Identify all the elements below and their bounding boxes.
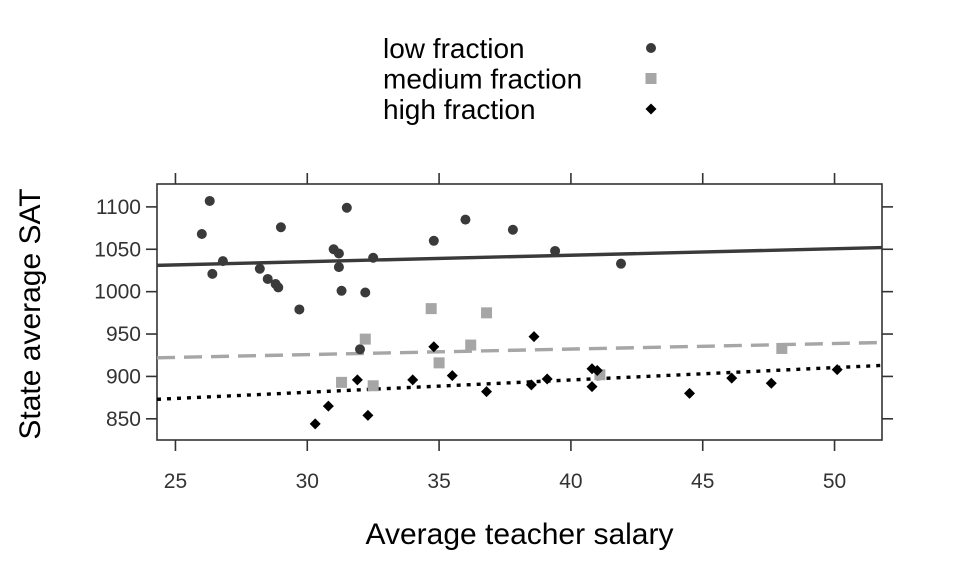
low-fraction-point <box>273 282 284 293</box>
medium-fraction-point <box>367 380 379 392</box>
x-tick-label: 35 <box>427 470 450 493</box>
high-fraction-point <box>541 373 553 385</box>
medium-fraction-point <box>336 376 348 388</box>
axis-ticks: 25 30 35 40 45 50 850 900 950 1000 1050 1100 <box>94 173 893 493</box>
legend-label-medium-fraction: medium fraction <box>383 64 582 95</box>
fit-lines <box>156 245 883 402</box>
low-fraction-point <box>333 248 344 259</box>
x-tick-label: 40 <box>559 470 582 493</box>
medium-fraction-point <box>776 342 788 354</box>
medium-fraction-point <box>425 303 437 315</box>
low-fraction-point <box>360 287 371 298</box>
low-fraction-point <box>262 273 273 284</box>
medium-fraction-point <box>433 357 445 369</box>
low-fraction-point <box>616 258 626 269</box>
low-fraction-point <box>460 214 471 225</box>
low-fraction-point <box>217 256 228 267</box>
high-fraction-point <box>428 341 440 353</box>
y-axis-title: State average SAT <box>14 188 47 439</box>
high-fraction-point <box>322 400 334 412</box>
high-fraction-point <box>481 386 493 398</box>
high-fraction-point <box>446 370 458 382</box>
low-fraction-point <box>294 304 305 315</box>
y-tick-label: 1000 <box>94 281 141 304</box>
legend-marker-low-fraction <box>646 43 656 53</box>
low-fraction-point <box>336 285 347 296</box>
medium-fraction-point <box>359 333 371 345</box>
medium-fraction-point <box>465 339 477 351</box>
plot-frame <box>156 183 883 441</box>
x-tick-label: 30 <box>296 470 319 493</box>
x-tick-label: 45 <box>691 470 714 493</box>
low-fraction-point <box>507 224 518 235</box>
high-fraction-point <box>525 379 537 391</box>
high-fraction-point <box>351 374 363 386</box>
high-fraction-point <box>362 409 374 421</box>
data-points <box>196 195 843 430</box>
high-fraction-fit-line <box>156 363 883 402</box>
low-fraction-point <box>196 229 207 240</box>
x-tick-label: 50 <box>823 470 846 493</box>
y-tick-label: 1100 <box>96 196 141 219</box>
x-tick-label: 25 <box>164 470 187 493</box>
legend-label-low-fraction: low fraction <box>383 33 525 64</box>
low-fraction-point <box>333 262 344 273</box>
low-fraction-point <box>254 263 265 274</box>
y-tick-label: 950 <box>106 323 141 346</box>
high-fraction-point <box>831 364 843 376</box>
high-fraction-point <box>726 372 738 384</box>
y-tick-label: 1050 <box>94 238 141 261</box>
legend-marker-high-fraction <box>645 103 657 115</box>
medium-fraction-point <box>481 307 493 319</box>
medium-fraction-point <box>594 369 606 381</box>
y-tick-label: 900 <box>106 365 141 388</box>
high-fraction-point <box>309 418 321 430</box>
low-fraction-fit-line <box>156 245 883 268</box>
high-fraction-point <box>586 381 598 393</box>
medium-fraction-fit-line <box>156 340 883 360</box>
low-fraction-point <box>355 344 365 355</box>
low-fraction-point <box>368 252 379 263</box>
x-axis-title: Average teacher salary <box>366 518 674 551</box>
low-fraction-point <box>341 202 352 213</box>
high-fraction-point <box>407 374 419 386</box>
high-fraction-point <box>684 387 696 399</box>
high-fraction-point <box>765 377 777 389</box>
low-fraction-point <box>207 268 218 279</box>
low-fraction-point <box>275 222 286 233</box>
legend-label-high-fraction: high fraction <box>383 94 536 125</box>
low-fraction-point <box>550 245 561 256</box>
legend-marker-medium-fraction <box>645 73 657 84</box>
high-fraction-point <box>591 364 603 376</box>
high-fraction-point <box>528 331 540 343</box>
low-fraction-point <box>204 195 215 206</box>
low-fraction-point <box>428 235 439 246</box>
y-tick-label: 850 <box>106 408 141 431</box>
